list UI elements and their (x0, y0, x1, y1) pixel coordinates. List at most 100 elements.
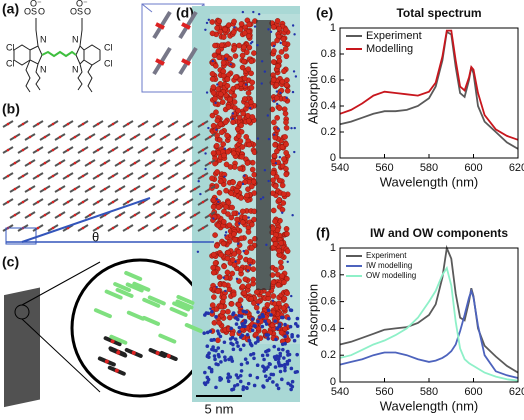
dye-atom (238, 195, 244, 201)
ion (236, 317, 240, 322)
dye-atom (228, 301, 235, 307)
ion (224, 231, 228, 234)
lattice-atom (36, 200, 40, 204)
ion (220, 349, 225, 354)
dye-atom (209, 302, 216, 308)
dye-atom (244, 160, 251, 166)
ion (237, 325, 242, 330)
ion (238, 379, 243, 384)
zoom-molecule (124, 270, 143, 281)
ion (276, 386, 281, 391)
ion (217, 354, 221, 359)
ion (271, 299, 275, 302)
dye-atom (211, 320, 218, 326)
ion (229, 355, 233, 360)
chain (25, 59, 31, 93)
lattice-atom (28, 187, 32, 191)
dye-atom (274, 18, 281, 24)
chain (35, 63, 41, 91)
lattice-atom (51, 200, 55, 204)
dye-atom (271, 152, 278, 159)
dye-atom (224, 255, 231, 262)
ion (286, 260, 289, 264)
dye-atom (227, 314, 233, 321)
zoom-atom (166, 353, 171, 358)
y-tick-label: 0.4 (321, 100, 336, 112)
lattice-atom (148, 161, 152, 165)
ion (255, 363, 260, 368)
dye-atom (220, 59, 227, 66)
lattice-atom (178, 213, 182, 217)
ion (226, 379, 231, 384)
ion (283, 334, 287, 339)
dye-atom (239, 219, 246, 226)
dye-atom (271, 48, 277, 54)
dye-atom (224, 76, 231, 83)
dye-atom (270, 279, 277, 286)
ion (283, 368, 287, 373)
lattice-atom (111, 148, 115, 152)
dye-atom (223, 187, 229, 194)
ion (271, 372, 276, 377)
legend-label: IW modelling (366, 261, 412, 270)
dye-atom (229, 204, 235, 211)
structure-label: Cl (104, 58, 113, 68)
ion (235, 277, 239, 281)
ion (204, 167, 207, 171)
dye-atom (249, 79, 256, 86)
dye-atom (210, 89, 217, 96)
dye-atom (240, 110, 247, 117)
lattice-atom (66, 148, 70, 152)
dye-atom (217, 28, 224, 35)
y-axis-label: Absorption (305, 284, 320, 346)
dye-atom (238, 122, 244, 129)
ion (280, 315, 284, 320)
chain (87, 64, 93, 93)
dye-atom (242, 276, 249, 283)
ion (247, 216, 250, 219)
dye-atom (224, 269, 231, 276)
dye-atom (233, 187, 240, 194)
dye-atom (239, 52, 246, 59)
nanotube (196, 10, 300, 392)
dye-atom (227, 56, 233, 62)
y-tick-label: 0 (330, 376, 336, 388)
dye-atom (270, 76, 277, 83)
dye-atom (231, 18, 237, 25)
panel-label: (b) (2, 101, 20, 117)
ion (266, 333, 271, 337)
dye-atom (248, 296, 255, 302)
lattice-atom (118, 187, 122, 191)
zoom-line (21, 261, 101, 306)
zoom-molecule (125, 282, 144, 293)
dye-atom (228, 190, 235, 197)
ion (267, 179, 270, 183)
dye-atom (248, 245, 255, 251)
dye-atom (223, 161, 230, 168)
structure-label: O (24, 6, 31, 16)
ion (216, 83, 219, 86)
ion (287, 352, 292, 357)
lattice-atom (36, 226, 40, 230)
lattice-atom (13, 135, 17, 139)
y-tick-label: 0.6 (321, 74, 336, 86)
ion (234, 373, 239, 377)
dye-atom (270, 207, 277, 214)
dye-atom (221, 294, 227, 301)
dye-atom (284, 231, 290, 237)
lattice-atom (58, 161, 62, 165)
dye-atom (249, 114, 256, 120)
lattice-atom (81, 200, 85, 204)
dye-atom (253, 331, 259, 338)
ion (255, 375, 260, 380)
dye-atom (274, 37, 280, 44)
structure-label: Cl (6, 58, 15, 68)
dye-atom (215, 48, 222, 54)
lattice-atom (208, 161, 212, 165)
ion (266, 114, 269, 117)
series-line (339, 29, 519, 141)
dye-atom (276, 25, 282, 32)
dye-atom (229, 270, 236, 277)
ion (285, 349, 290, 354)
lattice-atom (178, 161, 182, 165)
